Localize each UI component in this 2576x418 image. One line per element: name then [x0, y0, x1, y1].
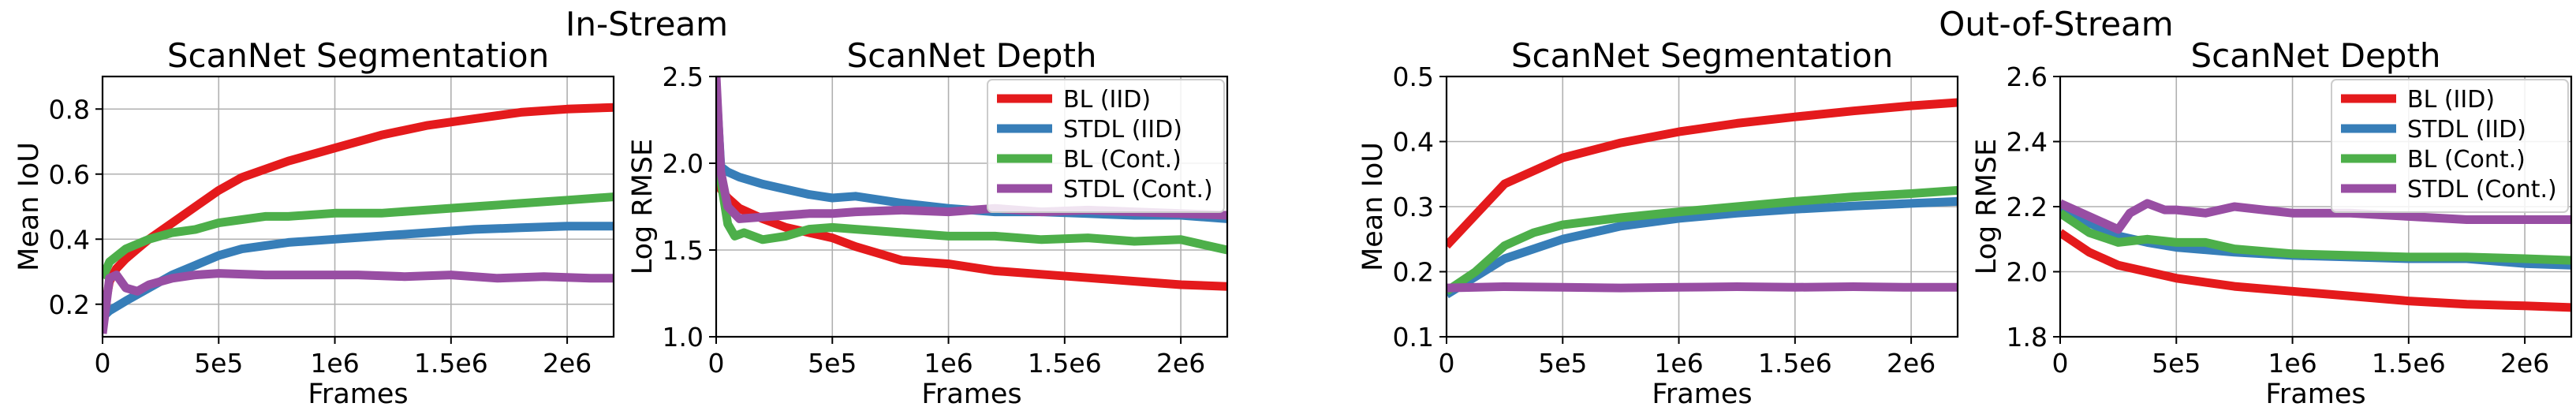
series-line-stdl-iid	[1447, 196, 1958, 299]
x-tick-label: 1e6	[2268, 348, 2317, 379]
legend-label-stdl-cont: STDL (Cont.)	[2407, 176, 2557, 203]
charts-layer: 0 5e5 1e6 1.5e6 2e6 0.2 0.4 0.6 0.8 ScanNet Segme…	[13, 36, 2573, 410]
y-tick-label: 0.2	[49, 289, 90, 320]
y-tick-label: 1.0	[663, 322, 704, 353]
legend-label-stdl-iid: STDL (IID)	[1063, 116, 1182, 144]
y-tick-label: 2.0	[2007, 257, 2048, 288]
y-tick-label: 0.4	[49, 224, 90, 255]
legend: BL (IID)STDL (IID)BL (Cont.)STDL (Cont.)	[987, 79, 1225, 213]
chart-title: ScanNet Segmentation	[1511, 36, 1893, 75]
y-tick-label: 0.3	[1393, 192, 1434, 222]
y-axis-label: Log RMSE	[1971, 139, 2003, 275]
legend-label-stdl-iid: STDL (IID)	[2407, 116, 2526, 144]
series-line-bl-cont	[2060, 209, 2571, 265]
y-tick-label: 0.4	[1393, 127, 1434, 158]
y-tick-label: 2.0	[663, 148, 704, 179]
x-tick-label: 2e6	[1887, 348, 1936, 379]
x-axis-label: Frames	[1652, 379, 1752, 410]
y-tick-label: 0.6	[49, 159, 90, 190]
legend: BL (IID)STDL (IID)BL (Cont.)STDL (Cont.)	[2331, 79, 2569, 213]
x-axis-label: Frames	[308, 379, 408, 410]
y-tick-label: 1.5	[663, 235, 704, 266]
x-tick-label: 5e5	[1538, 348, 1587, 379]
series-line-stdl-cont	[103, 269, 614, 334]
series-line-bl-iid	[2060, 229, 2571, 312]
y-tick-label: 2.2	[2007, 192, 2048, 222]
y-tick-label: 0.5	[1393, 62, 1434, 92]
series-line-stdl-cont	[2060, 199, 2571, 234]
y-tick-label: 0.8	[49, 94, 90, 125]
series-line-bl-cont	[1447, 185, 1958, 295]
chart-3: 0 5e5 1e6 1.5e6 2e6 0.1 0.2 0.3 0.4 0.5 ScanNet Se…	[1357, 36, 1959, 410]
x-tick-label: 1.5e6	[1758, 348, 1832, 379]
y-tick-label: 2.6	[2007, 62, 2048, 92]
x-tick-label: 0	[95, 348, 111, 379]
x-tick-label: 5e5	[808, 348, 857, 379]
x-tick-label: 1.5e6	[2372, 348, 2446, 379]
x-tick-label: 0	[708, 348, 725, 379]
chart-title: ScanNet Segmentation	[167, 36, 549, 75]
x-tick-label: 5e5	[2152, 348, 2201, 379]
y-tick-label: 2.4	[2007, 127, 2048, 158]
series-line-bl-cont	[716, 145, 1227, 255]
x-axis-label: Frames	[921, 379, 1021, 410]
x-tick-label: 1e6	[924, 348, 973, 379]
axes-frame	[715, 75, 1229, 338]
chart-4: 0 5e5 1e6 1.5e6 2e6 1.8 2.0 2.2 2.4 2.6 ScanNet De…	[1971, 36, 2573, 410]
legend-box	[2331, 79, 2569, 213]
axes-frame	[101, 75, 615, 338]
x-tick-label: 1e6	[1654, 348, 1703, 379]
y-tick-label: 1.8	[2007, 322, 2048, 353]
series-line-bl-iid	[103, 103, 614, 322]
x-tick-label: 2e6	[1156, 348, 1205, 379]
x-tick-label: 1.5e6	[414, 348, 488, 379]
legend-label-stdl-cont: STDL (Cont.)	[1063, 176, 1213, 203]
x-axis-label: Frames	[2265, 379, 2365, 410]
y-tick-label: 0.2	[1393, 257, 1434, 288]
y-axis-label: Mean IoU	[13, 142, 45, 271]
legend-label-bl-cont: BL (Cont.)	[2407, 146, 2526, 174]
y-axis-label: Log RMSE	[627, 139, 659, 275]
chart-title: ScanNet Depth	[2190, 36, 2440, 75]
y-tick-label: 0.1	[1393, 322, 1434, 353]
x-tick-label: 2e6	[543, 348, 592, 379]
y-axis-label: Mean IoU	[1357, 142, 1389, 271]
x-tick-label: 1e6	[310, 348, 359, 379]
legend-label-bl-iid: BL (IID)	[2407, 86, 2495, 114]
group-title-in-stream: In-Stream	[566, 5, 728, 43]
x-tick-label: 1.5e6	[1028, 348, 1102, 379]
legend-box	[987, 79, 1225, 213]
series-line-bl-iid	[716, 110, 1227, 291]
group-title-out-of-stream: Out-of-Stream	[1939, 5, 2173, 43]
chart-2: 0 5e5 1e6 1.5e6 2e6 1.0 1.5 2.0 2.5 ScanNet Depth…	[627, 36, 1229, 410]
series-line-stdl-cont	[1447, 282, 1958, 293]
legend-label-bl-cont: BL (Cont.)	[1063, 146, 1182, 174]
x-tick-label: 2e6	[2500, 348, 2549, 379]
series-line-bl-cont	[103, 192, 614, 280]
chart-1: 0 5e5 1e6 1.5e6 2e6 0.2 0.4 0.6 0.8 ScanNet Segme…	[13, 36, 615, 410]
legend-label-bl-iid: BL (IID)	[1063, 86, 1151, 114]
chart-title: ScanNet Depth	[846, 36, 1096, 75]
series-line-bl-iid	[1447, 98, 1958, 249]
x-tick-label: 5e5	[194, 348, 243, 379]
y-tick-label: 2.5	[663, 62, 704, 92]
x-tick-label: 0	[1439, 348, 1455, 379]
x-tick-label: 0	[2052, 348, 2069, 379]
